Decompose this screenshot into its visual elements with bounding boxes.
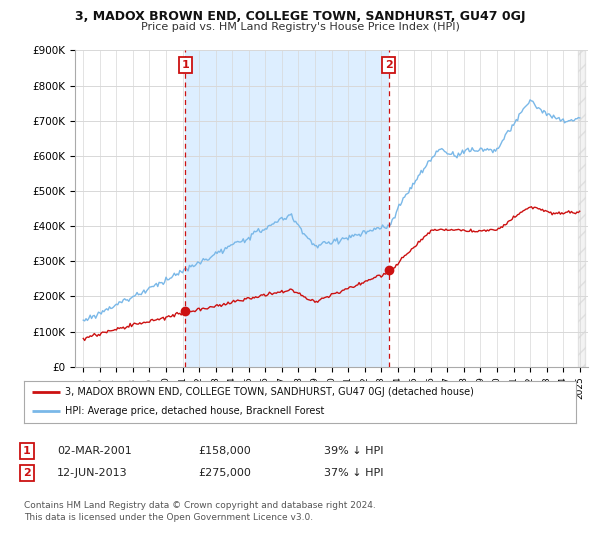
Text: 1: 1: [182, 60, 189, 70]
Text: 12-JUN-2013: 12-JUN-2013: [57, 468, 128, 478]
Bar: [578, 50, 584, 367]
Bar: [185, 50, 389, 367]
Text: 2: 2: [385, 60, 392, 70]
Text: 3, MADOX BROWN END, COLLEGE TOWN, SANDHURST, GU47 0GJ: 3, MADOX BROWN END, COLLEGE TOWN, SANDHU…: [75, 10, 525, 23]
Text: Price paid vs. HM Land Registry's House Price Index (HPI): Price paid vs. HM Land Registry's House …: [140, 22, 460, 32]
Text: £158,000: £158,000: [198, 446, 251, 456]
Text: 1: 1: [23, 446, 31, 456]
Text: 3, MADOX BROWN END, COLLEGE TOWN, SANDHURST, GU47 0GJ (detached house): 3, MADOX BROWN END, COLLEGE TOWN, SANDHU…: [65, 387, 474, 397]
Text: HPI: Average price, detached house, Bracknell Forest: HPI: Average price, detached house, Brac…: [65, 407, 325, 417]
Text: £275,000: £275,000: [198, 468, 251, 478]
Text: 39% ↓ HPI: 39% ↓ HPI: [324, 446, 383, 456]
Text: 2: 2: [23, 468, 31, 478]
Text: Contains HM Land Registry data © Crown copyright and database right 2024.
This d: Contains HM Land Registry data © Crown c…: [24, 501, 376, 522]
Text: 02-MAR-2001: 02-MAR-2001: [57, 446, 132, 456]
Text: 37% ↓ HPI: 37% ↓ HPI: [324, 468, 383, 478]
